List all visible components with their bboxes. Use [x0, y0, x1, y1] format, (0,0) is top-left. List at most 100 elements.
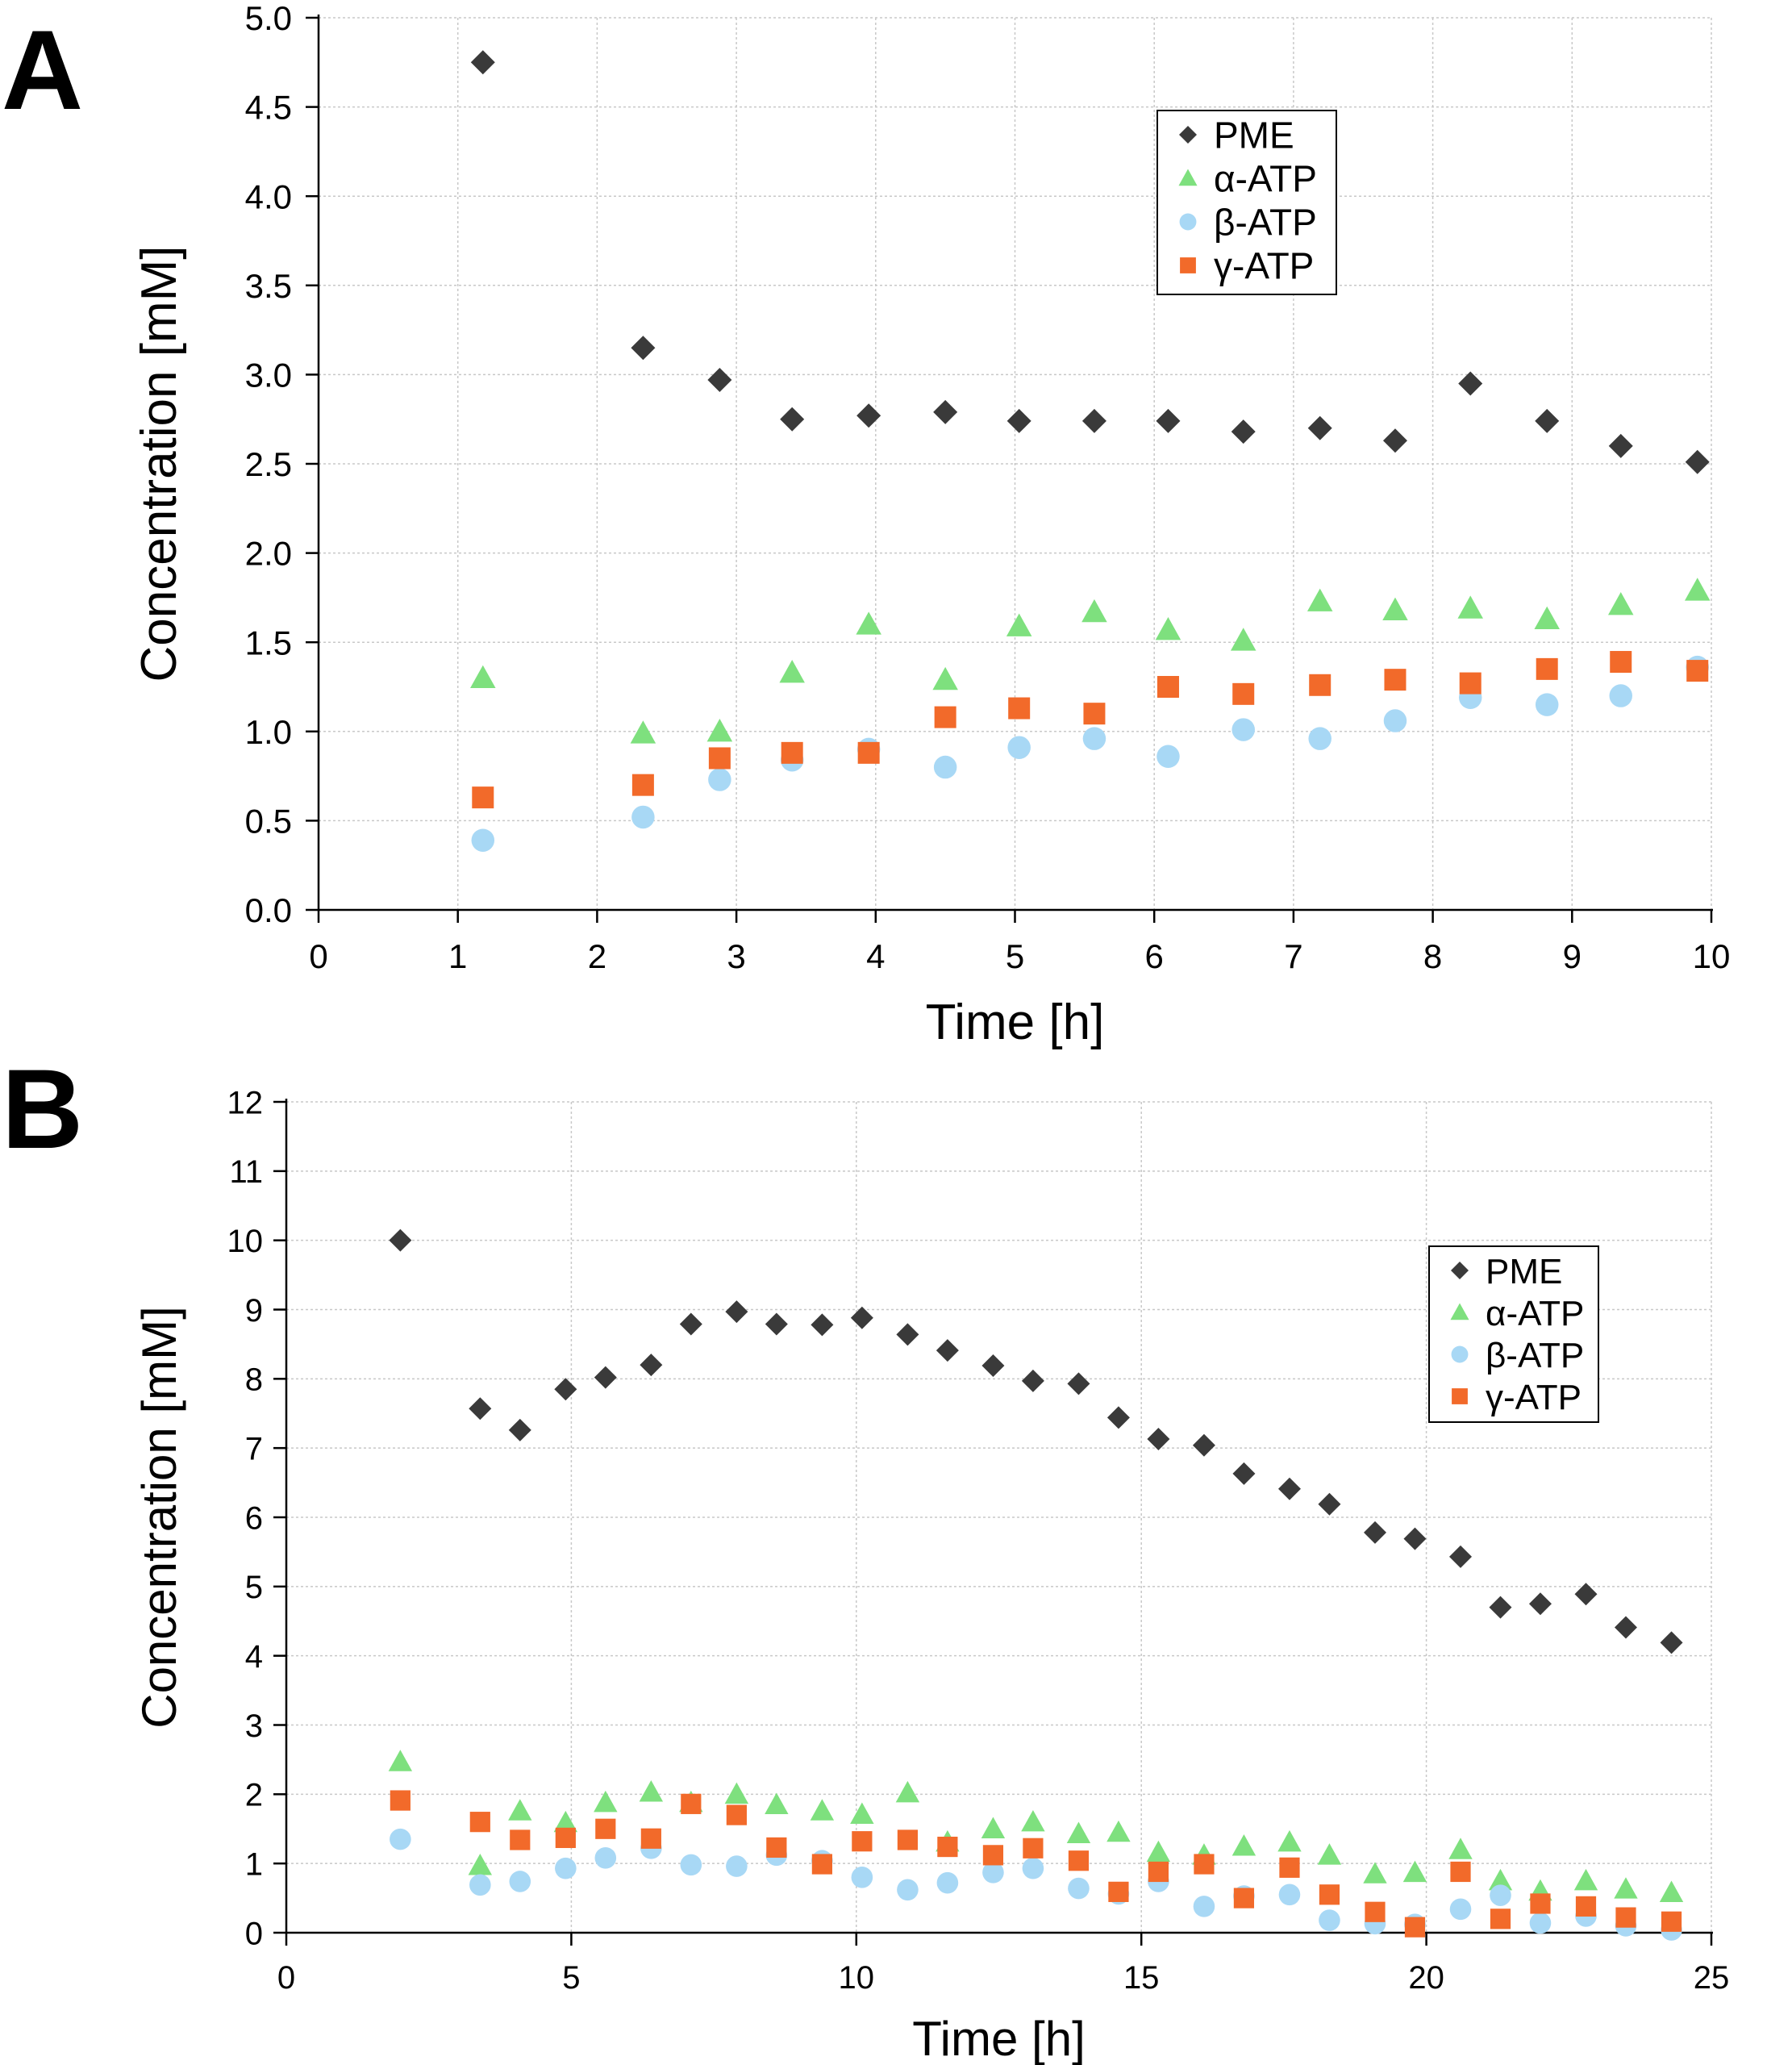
data-point-a — [1008, 697, 1031, 720]
data-point-b — [726, 1804, 747, 1825]
data-point-a — [1232, 682, 1255, 705]
data-point-b — [1614, 1616, 1637, 1639]
data-point-b — [1450, 1861, 1471, 1883]
legend-label-b: β-ATP — [1486, 1336, 1584, 1375]
data-point-b — [897, 1879, 919, 1901]
data-point-b — [895, 1780, 920, 1803]
data-point-b — [1488, 1868, 1513, 1891]
data-point-b — [1363, 1521, 1386, 1544]
data-point-b — [469, 1874, 491, 1896]
data-point-b — [553, 1810, 578, 1833]
data-point-b — [1614, 1877, 1638, 1899]
data-point-b — [765, 1792, 789, 1814]
data-point-a — [1382, 428, 1407, 453]
y-tick-label-b: 8 — [245, 1362, 263, 1398]
data-point-b — [1404, 1917, 1426, 1938]
data-point-b — [1489, 1596, 1512, 1619]
data-point-a — [1534, 606, 1560, 630]
y-axis-title-a: Concentration [mM] — [131, 246, 187, 682]
data-point-a — [1608, 433, 1633, 458]
data-point-a — [1306, 588, 1333, 611]
grid-a — [319, 17, 1712, 910]
data-point-b — [1490, 1909, 1511, 1929]
data-point-a — [1156, 745, 1180, 769]
x-tick-label-a: 2 — [588, 937, 606, 975]
data-point-b — [1232, 1462, 1256, 1485]
data-point-b — [1021, 1809, 1045, 1832]
data-point-b — [1022, 1857, 1044, 1879]
x-axis-title-a: Time [h] — [926, 995, 1105, 1050]
data-point-b — [1279, 1857, 1300, 1878]
data-point-b — [1615, 1907, 1636, 1928]
data-point-b — [1147, 1428, 1170, 1451]
data-point-b — [680, 1854, 702, 1876]
data-point-b — [852, 1831, 873, 1852]
data-point-a — [706, 719, 733, 742]
data-point-b — [508, 1418, 531, 1441]
chart-panel-a: 0 1 2 3 4 5 6 7 8 9 10 0.0 0.5 1.0 1.5 2.0 2.5 3.0 3.5 4.0 4… — [131, 0, 1730, 1050]
data-point-b — [1146, 1840, 1171, 1863]
data-point-b — [936, 1339, 959, 1362]
legend-marker-a — [1178, 169, 1198, 186]
data-point-a — [471, 828, 495, 852]
data-point-b — [640, 1828, 661, 1849]
data-point-b — [509, 1871, 531, 1892]
grid-b — [286, 1101, 1712, 1933]
data-point-b — [508, 1799, 532, 1821]
data-point-b — [1108, 1881, 1129, 1902]
legend-label-a: PME — [1214, 115, 1294, 156]
x-axis-title-b: Time [h] — [912, 2012, 1085, 2065]
data-point-b — [1573, 1868, 1598, 1891]
x-tick-label-b: 0 — [277, 1960, 295, 1996]
panel-letter-b: B — [2, 1045, 83, 1172]
x-tick-label-b: 20 — [1408, 1960, 1444, 1996]
y-tick-label-a: 0.0 — [245, 891, 292, 929]
data-point-b — [1148, 1861, 1169, 1883]
data-point-b — [982, 1845, 1004, 1866]
y-tick-label-b: 3 — [245, 1708, 263, 1744]
data-point-a — [707, 368, 732, 393]
x-tick-label-a: 6 — [1145, 937, 1164, 975]
data-point-b — [1194, 1854, 1215, 1875]
legend-label-b: PME — [1486, 1252, 1562, 1291]
y-tick-label-a: 0.5 — [245, 803, 292, 841]
data-point-b — [1449, 1898, 1472, 1921]
data-point-b — [1448, 1838, 1473, 1859]
legend-label-b: α-ATP — [1486, 1294, 1584, 1333]
data-point-a — [470, 50, 495, 75]
y-tick-label-a: 3.5 — [245, 267, 292, 305]
data-point-b — [850, 1802, 874, 1824]
data-point-b — [1106, 1406, 1130, 1429]
data-point-b — [594, 1790, 618, 1813]
series-a-circle — [471, 655, 1709, 852]
data-point-b — [1449, 1545, 1473, 1568]
data-point-b — [1233, 1888, 1255, 1909]
data-point-b — [1365, 1901, 1386, 1922]
data-point-b — [981, 1817, 1006, 1839]
x-tick-label-a: 0 — [309, 937, 327, 975]
data-point-b — [1231, 1834, 1256, 1856]
legend-marker-a — [1179, 213, 1197, 231]
data-point-b — [510, 1829, 531, 1850]
x-tick-label-b: 10 — [839, 1960, 875, 1996]
y-tick-label-a: 3.0 — [245, 357, 292, 394]
data-point-a — [1610, 651, 1632, 674]
data-point-a — [1307, 415, 1332, 440]
data-point-b — [1661, 1911, 1682, 1932]
data-point-b — [468, 1854, 493, 1875]
y-axis-title-b: Concentration [mM] — [132, 1306, 186, 1729]
data-point-a — [857, 741, 880, 764]
y-tick-label-a: 4.5 — [245, 89, 292, 127]
x-tick-label-a: 1 — [448, 937, 467, 975]
data-point-b — [1068, 1850, 1090, 1871]
y-tick-label-b: 0 — [245, 1916, 263, 1951]
data-point-b — [937, 1836, 958, 1858]
x-tick-label-b: 15 — [1123, 1960, 1160, 1996]
data-point-b — [1277, 1829, 1302, 1852]
legend-marker-b — [1451, 1262, 1469, 1279]
data-point-b — [851, 1867, 873, 1888]
x-tick-label-a: 3 — [727, 937, 745, 975]
data-point-b — [1659, 1880, 1684, 1902]
data-point-a — [1230, 628, 1256, 651]
